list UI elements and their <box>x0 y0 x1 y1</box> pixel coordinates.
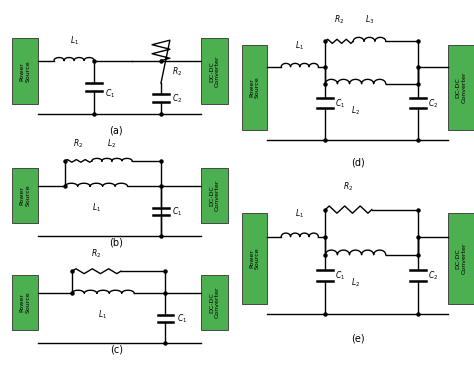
Text: Power
Source: Power Source <box>20 184 30 206</box>
Text: $C_1$: $C_1$ <box>105 87 116 100</box>
Text: $L_2$: $L_2$ <box>351 104 360 117</box>
FancyBboxPatch shape <box>448 213 474 304</box>
Text: $L_1$: $L_1$ <box>99 309 108 321</box>
Text: (d): (d) <box>351 157 365 167</box>
Text: DC-DC
Converter: DC-DC Converter <box>456 243 466 274</box>
Text: $C_2$: $C_2$ <box>428 269 438 282</box>
Text: $R_2$: $R_2$ <box>344 181 354 193</box>
Text: Power
Source: Power Source <box>20 292 30 313</box>
Text: DC-DC
Converter: DC-DC Converter <box>209 286 220 318</box>
Text: (b): (b) <box>109 237 123 247</box>
Text: $L_2$: $L_2$ <box>108 137 117 150</box>
Text: $L_1$: $L_1$ <box>70 35 79 47</box>
Text: Power
Source: Power Source <box>20 60 30 82</box>
Text: $L_1$: $L_1$ <box>295 208 304 220</box>
Text: DC-DC
Converter: DC-DC Converter <box>209 179 220 211</box>
Text: $L_1$: $L_1$ <box>295 39 304 52</box>
Text: $R_2$: $R_2$ <box>73 137 83 150</box>
FancyBboxPatch shape <box>12 38 38 104</box>
Text: $L_1$: $L_1$ <box>92 202 101 214</box>
Text: Power
Source: Power Source <box>249 248 260 269</box>
Text: DC-DC
Converter: DC-DC Converter <box>209 55 220 87</box>
Text: $C_1$: $C_1$ <box>172 205 182 217</box>
FancyBboxPatch shape <box>242 45 267 130</box>
Text: DC-DC
Converter: DC-DC Converter <box>456 72 466 103</box>
FancyBboxPatch shape <box>242 213 267 304</box>
Text: $C_2$: $C_2$ <box>428 97 438 110</box>
Text: $R_2$: $R_2$ <box>91 248 101 260</box>
Text: $C_2$: $C_2$ <box>172 92 182 105</box>
Text: $R_2$: $R_2$ <box>172 66 182 78</box>
Text: (c): (c) <box>110 344 123 354</box>
Text: $L_2$: $L_2$ <box>351 276 360 289</box>
Text: $C_1$: $C_1$ <box>176 312 187 324</box>
FancyBboxPatch shape <box>12 168 38 223</box>
Text: Power
Source: Power Source <box>249 76 260 98</box>
FancyBboxPatch shape <box>12 275 38 330</box>
FancyBboxPatch shape <box>448 45 474 130</box>
FancyBboxPatch shape <box>201 38 228 104</box>
Text: (a): (a) <box>109 125 123 135</box>
Text: (e): (e) <box>351 334 365 344</box>
Text: $R_2$: $R_2$ <box>334 14 345 26</box>
FancyBboxPatch shape <box>201 168 228 223</box>
Text: $C_1$: $C_1$ <box>335 269 345 282</box>
FancyBboxPatch shape <box>201 275 228 330</box>
Text: $C_1$: $C_1$ <box>335 97 345 110</box>
Text: $L_3$: $L_3$ <box>365 14 374 26</box>
